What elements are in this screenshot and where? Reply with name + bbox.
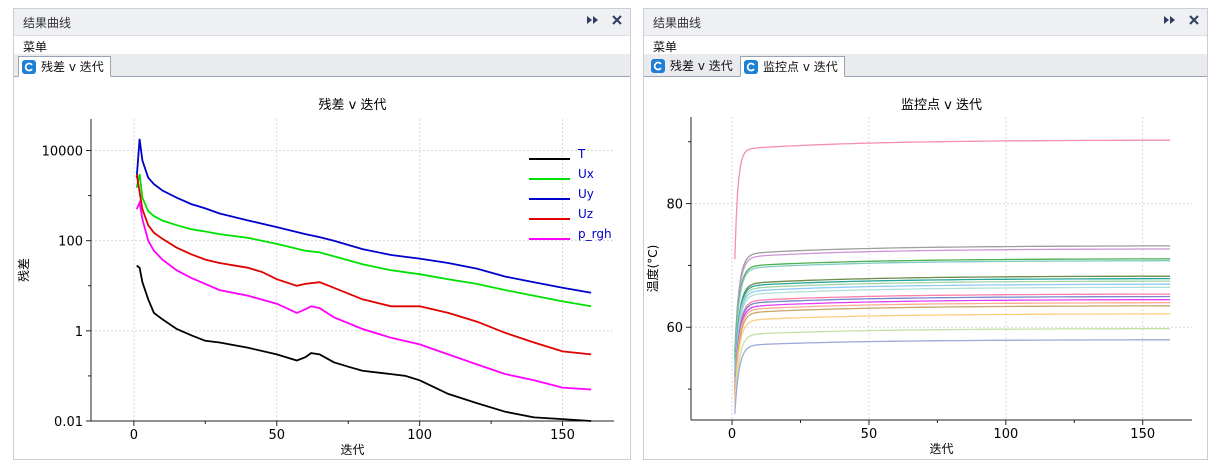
- tab-residual[interactable]: 残差 v 迭代: [648, 56, 739, 75]
- x-tick-label: 0: [728, 427, 736, 442]
- x-tick-label: 150: [1130, 427, 1155, 442]
- close-icon[interactable]: [1185, 12, 1203, 30]
- monitor-series-line: [734, 280, 1171, 383]
- results-panel-right: 结果曲线 菜单 残差 v 迭代 监控点 v 迭代 0 50 100 150 60 80 监控…: [643, 8, 1208, 460]
- y-tick-label: 0.01: [54, 415, 83, 430]
- legend-label: Ux: [578, 167, 594, 181]
- chart-title: 残差 v 迭代: [319, 98, 387, 113]
- residual-chart-icon: [651, 58, 665, 73]
- panel-titlebar: 结果曲线: [644, 9, 1207, 36]
- series-line-ux: [135, 173, 592, 308]
- tab-strip: 残差 v 迭代 监控点 v 迭代: [644, 54, 1207, 77]
- monitor-series-line: [734, 275, 1171, 377]
- legend-label: p_rgh: [578, 227, 612, 241]
- x-tick-label: 100: [407, 428, 432, 443]
- monitor-series-line: [734, 245, 1171, 353]
- tab-label: 残差 v 迭代: [41, 60, 104, 74]
- tab-label: 残差 v 迭代: [670, 59, 733, 73]
- menu-button[interactable]: 菜单: [653, 40, 678, 54]
- legend-label: Uz: [578, 207, 593, 221]
- x-tick-label: 50: [268, 428, 285, 443]
- y-tick-label: 60: [666, 321, 683, 336]
- monitor-series-line: [734, 298, 1171, 396]
- menubar: 菜单: [644, 37, 1207, 54]
- tab-residual[interactable]: 残差 v 迭代: [18, 56, 111, 77]
- monitor-series-line: [734, 295, 1171, 390]
- monitor-series-line: [734, 293, 1171, 390]
- monitor-series-line: [734, 305, 1171, 402]
- results-panel-left: 结果曲线 菜单 残差 v 迭代 0 50 100 150 0.01 1 100 10000 残差…: [13, 8, 631, 460]
- tab-label: 监控点 v 迭代: [763, 60, 838, 74]
- y-axis-label: 温度(°C): [645, 245, 660, 293]
- menu-button[interactable]: 菜单: [23, 40, 48, 54]
- panel-title: 结果曲线: [653, 16, 702, 30]
- monitor-series-line: [734, 258, 1171, 359]
- y-tick-label: 100: [58, 235, 83, 250]
- monitor-series-line: [734, 339, 1171, 414]
- monitor-chart-icon: [744, 59, 758, 74]
- close-icon[interactable]: [608, 12, 626, 30]
- y-axis-label: 残差: [17, 258, 31, 282]
- x-tick-label: 150: [550, 428, 575, 443]
- monitor-series-line: [734, 286, 1171, 390]
- expand-icon[interactable]: [584, 12, 602, 30]
- panel-titlebar: 结果曲线: [14, 9, 630, 36]
- x-tick-label: 50: [861, 427, 878, 442]
- tab-strip: 残差 v 迭代: [14, 54, 630, 77]
- residual-chart-icon: [22, 59, 36, 74]
- monitor-series-line: [734, 283, 1171, 383]
- menubar: 菜单: [14, 37, 630, 54]
- monitor-series-line: [734, 313, 1171, 402]
- x-axis-label: 迭代: [929, 442, 953, 456]
- y-tick-label: 10000: [42, 145, 83, 160]
- monitor-series-line: [734, 248, 1171, 359]
- monitor-series-line: [734, 260, 1171, 365]
- x-axis-label: 迭代: [340, 443, 364, 457]
- series-line-t: [136, 264, 592, 422]
- y-tick-label: 1: [75, 325, 83, 340]
- chart-title: 监控点 v 迭代: [901, 98, 982, 113]
- series-line-uz: [135, 173, 592, 356]
- series-line-uy: [135, 138, 592, 294]
- y-tick-label: 80: [666, 198, 683, 213]
- panel-title: 结果曲线: [23, 16, 72, 30]
- x-tick-label: 100: [993, 427, 1018, 442]
- tab-monitor[interactable]: 监控点 v 迭代: [740, 56, 845, 77]
- monitor-series-line: [734, 302, 1171, 396]
- monitor-series-line: [734, 139, 1171, 260]
- expand-icon[interactable]: [1161, 12, 1179, 30]
- monitor-series-line: [734, 328, 1171, 408]
- series-line-p_rgh: [135, 199, 592, 391]
- monitor-series-line: [734, 277, 1171, 377]
- legend-label: Uy: [578, 187, 594, 201]
- legend-label: T: [577, 147, 586, 161]
- x-tick-label: 0: [130, 428, 138, 443]
